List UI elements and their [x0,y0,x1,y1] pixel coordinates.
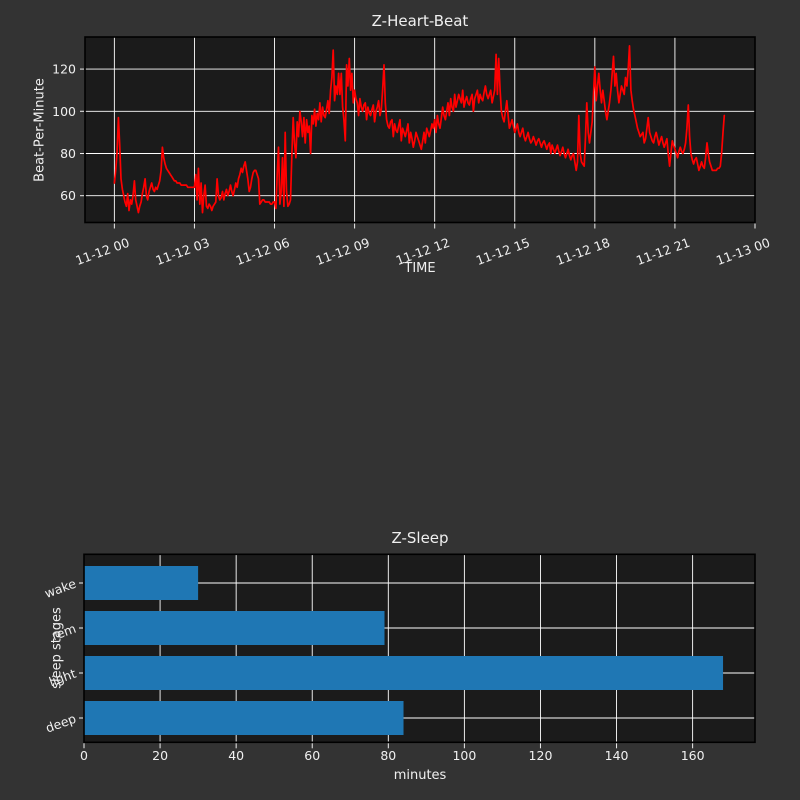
sleep-yaxis-label: sleep stages [49,607,65,689]
heart-rate-ytick-label: 100 [52,104,76,119]
heart-rate-xtick-label: 11-12 09 [314,235,372,268]
sleep-xtick-label: 0 [80,748,88,763]
heart-rate-line-series [113,45,726,214]
heart-rate-xtick-label: 11-13 00 [714,235,772,268]
sleep-xtick-label: 160 [681,748,705,763]
heart-rate-xtick-label: 11-12 21 [634,235,692,268]
heart-rate-ytick-label: 120 [52,62,76,77]
heart-rate-xtick-label: 11-12 00 [73,235,131,268]
sleep-xtick-label: 60 [304,748,320,763]
heart-rate-yaxis-label: Beat-Per-Minute [32,78,48,182]
sleep-xtick-label: 40 [228,748,244,763]
heart-rate-chart-title: Z-Heart-Beat [371,12,469,30]
heart-rate-xtick-label: 11-12 18 [554,235,612,268]
sleep-xtick-label: 20 [152,748,168,763]
sleep-xaxis-label: minutes [393,768,447,783]
heart-rate-xtick-label: 11-12 15 [474,235,532,268]
sleep-chart-title: Z-Sleep [391,529,449,547]
heart-rate-plot-area [85,37,755,223]
sleep-xtick-label: 140 [605,748,629,763]
heart-rate-ytick-label: 80 [60,146,76,161]
heart-rate-xtick-label: 11-12 03 [154,235,212,268]
sleep-bar-deep [84,701,404,735]
sleep-ytick-label: wake [42,576,78,601]
heart-rate-xtick-label: 11-12 06 [234,235,292,268]
sleep-xtick-label: 80 [380,748,396,763]
sleep-xtick-label: 100 [452,748,476,763]
sleep-bar-rem [84,611,385,645]
sleep-bar-light [84,656,724,690]
heart-rate-xaxis-label: TIME [404,261,436,276]
heart-rate-ytick-label: 60 [60,188,76,203]
heart-rate-spines [84,36,756,224]
sleep-bar-wake [84,566,199,600]
sleep-xtick-label: 120 [529,748,553,763]
sleep-ytick-label: deep [44,711,79,736]
sleep-spines [83,553,756,744]
